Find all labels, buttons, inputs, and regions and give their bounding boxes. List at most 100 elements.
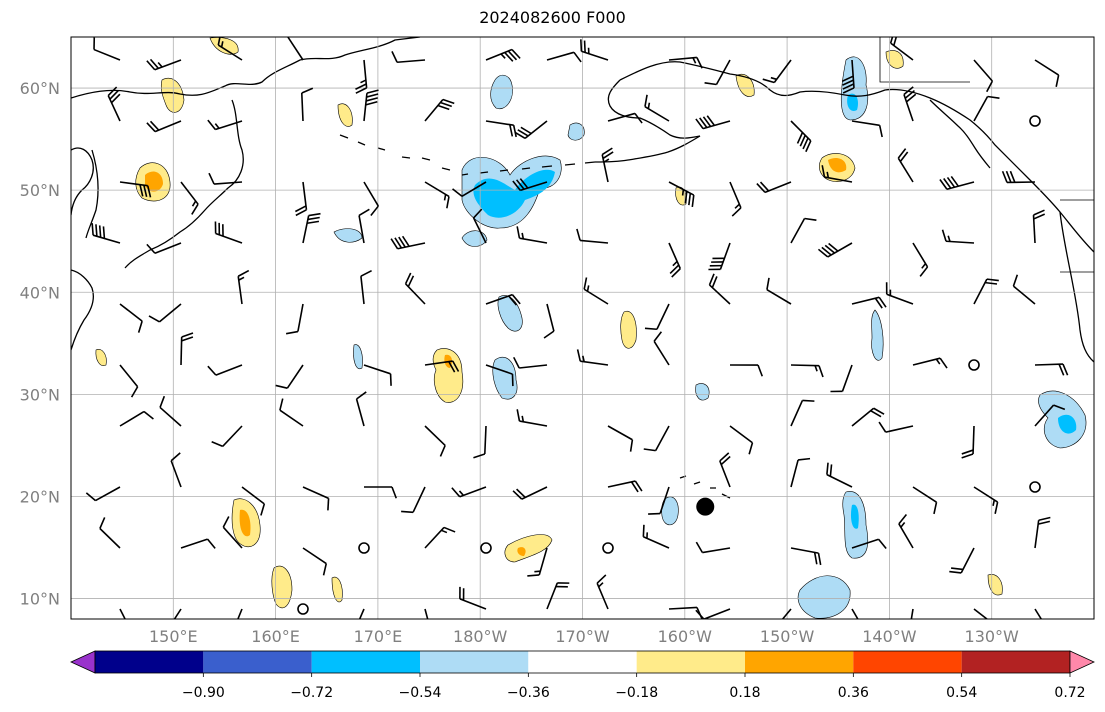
wind-barb — [363, 181, 380, 216]
calm-wind-circle — [1029, 481, 1041, 493]
wind-barb — [148, 303, 182, 323]
positive-anomaly-patch — [504, 534, 553, 563]
coastline-panhandle — [929, 99, 991, 169]
negative-anomaly-patch — [490, 74, 513, 110]
wind-barb — [668, 56, 703, 69]
positive-anomaly-patch — [209, 37, 239, 55]
calm-wind-circle — [1029, 115, 1041, 127]
coastline-layer — [71, 37, 1094, 499]
negative-anomaly-core — [473, 169, 555, 218]
wind-barb — [642, 524, 670, 549]
wind-barb — [1012, 274, 1036, 305]
wind-barb — [358, 608, 365, 619]
wind-barb — [516, 226, 548, 244]
wind-barb — [222, 516, 243, 549]
colorbar-tick-label: −0.90 — [182, 685, 225, 701]
wind-barb — [208, 172, 243, 185]
map-frame — [70, 36, 1095, 620]
wind-barb — [363, 89, 379, 122]
coastline-alaska-west — [607, 79, 701, 139]
wind-barb — [1034, 516, 1051, 549]
colorbar-tick-label: 0.18 — [729, 685, 760, 701]
wind-barb — [826, 462, 853, 488]
negative-anomaly-patch — [492, 356, 518, 400]
wind-barb — [1032, 209, 1046, 244]
wind-barb — [300, 87, 314, 122]
wind-barb — [85, 486, 121, 502]
wind-barb — [851, 296, 887, 309]
wind-barb — [119, 364, 139, 398]
negative-anomaly-patch — [333, 228, 363, 243]
wind-barb — [424, 608, 429, 619]
wind-barb — [355, 391, 367, 427]
wind-barb — [279, 398, 304, 427]
longitude-label: 140°W — [862, 627, 917, 646]
wind-barb — [973, 486, 999, 514]
wind-barb — [897, 148, 914, 183]
wind-barb — [358, 208, 370, 244]
wind-barb — [485, 293, 521, 306]
wind-barb — [912, 242, 929, 277]
positive-anomaly-patch — [95, 349, 107, 366]
wind-barb — [851, 538, 887, 550]
positive-anomaly-patch — [331, 576, 343, 603]
negative-anomaly-patch — [695, 383, 710, 401]
wind-barb — [729, 364, 763, 377]
coastline-alaska — [619, 61, 1094, 253]
wind-barb — [302, 486, 330, 511]
wind-barb — [648, 486, 670, 515]
colorbar-swatch — [961, 651, 1070, 673]
wind-barb — [830, 364, 853, 393]
colorbar-tick-label: −0.54 — [399, 685, 442, 701]
wind-barb — [146, 242, 182, 255]
latitude-labels: 60°N 50°N 40°N 30°N 20°N 10°N — [20, 79, 60, 609]
negative-anomaly-patch — [797, 575, 851, 619]
colorbar-extend-min — [70, 650, 96, 674]
wind-barb — [180, 332, 194, 366]
wind-barb — [781, 608, 792, 619]
border-canada-us — [1060, 199, 1094, 273]
wind-barb — [580, 39, 609, 61]
wind-barb — [1001, 170, 1036, 184]
wind-barb — [583, 277, 609, 305]
wind-barb — [841, 59, 855, 94]
wind-barb — [472, 208, 487, 244]
wind-barb — [790, 457, 811, 488]
latitude-label: 10°N — [20, 590, 60, 609]
wind-barb — [762, 59, 792, 84]
wind-barb — [851, 120, 883, 138]
wind-barb — [973, 278, 999, 305]
wind-barb — [159, 395, 182, 427]
positive-anomaly-patch — [271, 565, 293, 609]
wind-barb — [485, 48, 521, 62]
positive-anomaly-core — [239, 509, 251, 537]
wind-barb — [941, 229, 975, 244]
colorbar-swatch — [311, 651, 420, 673]
wind-barb — [516, 409, 548, 427]
longitude-label: 180°W — [453, 627, 508, 646]
wind-barb — [214, 221, 243, 244]
wind-barb — [898, 513, 914, 549]
map-title: 2024082600 F000 — [479, 8, 626, 27]
longitude-label: 170°W — [555, 627, 610, 646]
wind-barb — [424, 98, 455, 122]
wind-barb — [790, 399, 815, 427]
wind-barb — [241, 486, 266, 516]
latitude-label: 60°N — [20, 79, 60, 98]
wind-barb — [107, 86, 121, 122]
wind-barb — [708, 242, 731, 271]
negative-anomaly-patch — [567, 122, 585, 141]
wind-barb — [851, 608, 859, 619]
wind-barb — [653, 331, 670, 366]
wind-barb — [668, 242, 682, 278]
wind-barb — [237, 608, 243, 619]
negative-anomaly-patch — [353, 344, 363, 370]
wind-barb — [355, 59, 368, 94]
wind-barb — [912, 486, 938, 515]
wind-barb — [286, 37, 304, 61]
wind-barb — [485, 120, 517, 138]
wind-barb — [607, 480, 643, 493]
wind-barb — [961, 425, 975, 459]
negative-anomaly-patch — [461, 230, 488, 247]
